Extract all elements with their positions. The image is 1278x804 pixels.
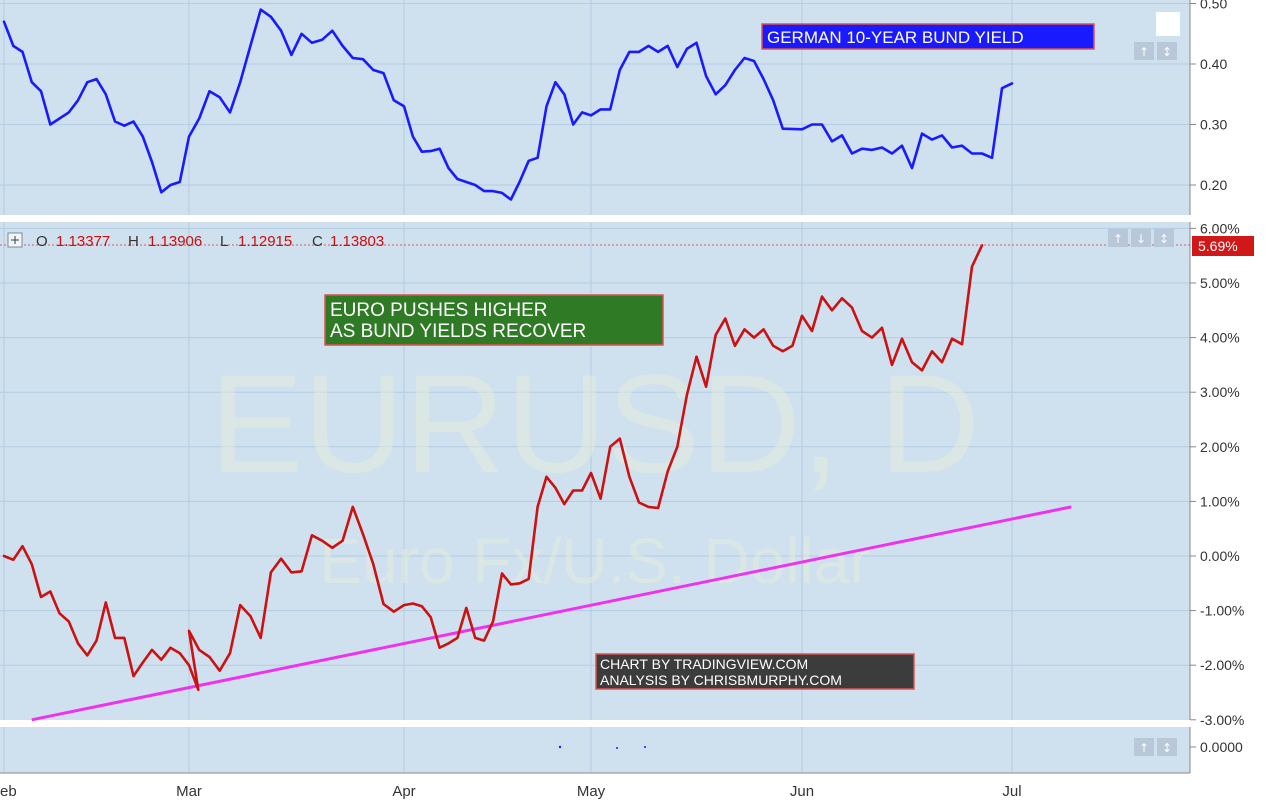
last-value-badge [1192, 236, 1254, 256]
move-down-button[interactable] [1157, 42, 1177, 60]
indicator-dot [644, 746, 646, 748]
x-tick-label: Apr [392, 783, 415, 800]
arrow-up-icon: ↑ [1139, 45, 1149, 59]
last-value-label: 5.69% [1198, 238, 1238, 254]
ohlc-c-value: 1.13803 [330, 233, 384, 250]
bund-panel-buttons: ↑ ↕ [1134, 42, 1177, 60]
euro-panel-buttons: ↑ ↓ ↕ [1108, 229, 1174, 247]
x-tick-label: eb [0, 783, 17, 800]
panel-separator-top[interactable] [0, 215, 1278, 222]
euro-move-down-button[interactable] [1131, 229, 1151, 247]
ohlc-l-label: L [220, 233, 228, 250]
svg-text:O 1.13377 H: O 1.13377 H 1.13906 L 1.12915 C 1.13803 [36, 233, 384, 250]
y-tick-label: 0.0000 [1200, 739, 1243, 755]
y-tick-label: 1.00% [1200, 493, 1240, 509]
move-up-button[interactable] [1134, 42, 1154, 60]
y-tick-label: 0.40 [1200, 56, 1227, 72]
y-tick-label: -3.00% [1200, 712, 1244, 728]
watermark-symbol: EURUSD, D [210, 345, 980, 502]
color-swatch[interactable] [1156, 12, 1180, 36]
arrow-updown-icon: ↕ [1162, 45, 1172, 59]
y-tick-label: 0.20 [1200, 177, 1227, 193]
bund-label-text: GERMAN 10-YEAR BUND YIELD [767, 28, 1024, 47]
indicator-dot [558, 745, 562, 749]
bottom-arrow-up-icon: ↑ [1139, 741, 1149, 755]
ohlc-l-value: 1.12915 [238, 233, 292, 250]
euro-annotation-box [324, 294, 664, 346]
credit-line2: ANALYSIS BY CHRISBMURPHY.COM [600, 672, 842, 688]
x-tick-label: Jul [1002, 783, 1021, 800]
ohlc-c-label: C [312, 233, 323, 250]
y-tick-label: 5.00% [1200, 275, 1240, 291]
euro-annotation-line2: AS BUND YIELDS RECOVER [330, 321, 586, 342]
bund-yield-line [2, 8, 1014, 201]
euro-arrow-updown-icon: ↕ [1159, 232, 1169, 246]
xaxis-bg [0, 773, 1278, 804]
bottom-panel-bg [0, 727, 1190, 773]
watermark-name: Euro Fx/U.S. Dollar [319, 525, 870, 597]
bottom-expand-button[interactable] [1157, 738, 1177, 756]
x-tick-label: Mar [176, 783, 202, 800]
x-tick-label: Jun [790, 783, 814, 800]
euro-arrow-down-icon: ↓ [1136, 232, 1146, 246]
y-tick-label: 0.00% [1200, 548, 1240, 564]
bund-label-box [761, 23, 1095, 50]
bottom-move-up-button[interactable] [1134, 738, 1154, 756]
euro-expand-button[interactable] [1154, 229, 1174, 247]
y-tick-label: -2.00% [1200, 657, 1244, 673]
y-tick-label: 4.00% [1200, 330, 1240, 346]
support-trendline[interactable] [31, 505, 1072, 722]
indicator-dot [616, 747, 618, 749]
ohlc-h-label: H [128, 233, 139, 250]
x-tick-label: May [577, 783, 606, 800]
y-tick-label: 2.00% [1200, 439, 1240, 455]
y-tick-label: 6.00% [1200, 220, 1240, 236]
credit-box [595, 653, 915, 690]
panel-separator-bottom[interactable] [0, 720, 1278, 727]
ohlc-h-value: 1.13906 [148, 233, 202, 250]
y-tick-label: 3.00% [1200, 384, 1240, 400]
euro-arrow-up-icon: ↑ [1113, 232, 1123, 246]
euro-annotation-line1: EURO PUSHES HIGHER [330, 300, 547, 321]
credit-line1: CHART BY TRADINGVIEW.COM [600, 656, 808, 672]
ohlc-legend: O 1.13377 H 1.13906 L 1.12915 C 1.13803 [7, 232, 384, 250]
ohlc-o-value: 1.13377 [56, 233, 110, 250]
y-tick-label: 0.50 [1200, 0, 1227, 12]
y-tick-label: -1.00% [1200, 603, 1244, 619]
euro-move-up-button[interactable] [1108, 229, 1128, 247]
bottom-panel-buttons: ↑ ↕ [1134, 738, 1177, 756]
eurusd-line [2, 244, 984, 692]
ohlc-o-label: O [36, 233, 48, 250]
y-tick-label: 0.30 [1200, 117, 1227, 133]
bottom-arrow-updown-icon: ↕ [1162, 741, 1172, 755]
